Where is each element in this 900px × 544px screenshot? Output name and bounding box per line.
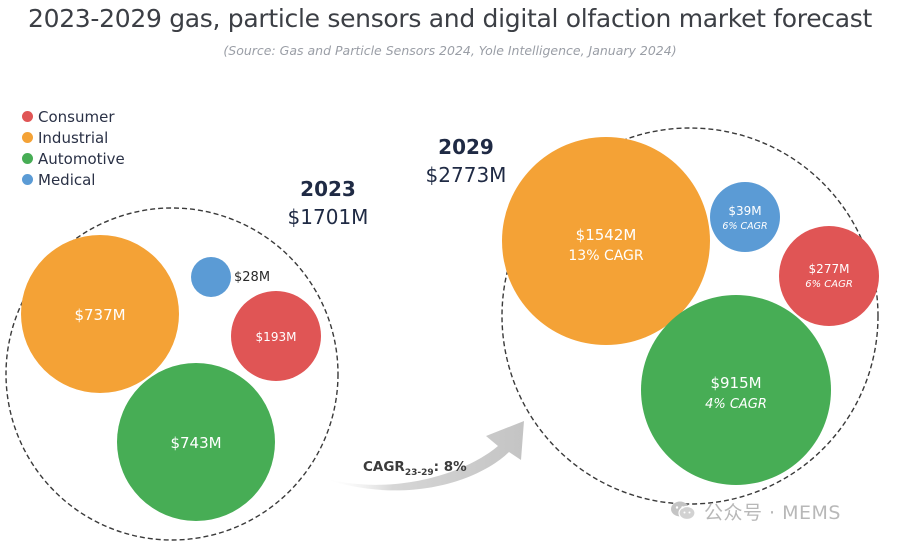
bubble-2029-medical <box>710 182 780 252</box>
cagr-label: CAGR23-29: 8% <box>363 459 467 478</box>
year-label-2023: 2023 <box>300 177 356 201</box>
bubble-2023-medical <box>191 257 231 297</box>
legend-swatch-automotive <box>22 153 33 164</box>
group-outline-2023 <box>5 207 339 541</box>
bubble-2023-industrial <box>21 235 179 393</box>
legend-item-medical: Medical <box>22 169 125 190</box>
bubble-label-2029-automotive: $915M <box>710 374 761 392</box>
legend-label-industrial: Industrial <box>38 128 109 147</box>
bubble-cagr-2029-industrial: 13% CAGR <box>568 248 644 264</box>
total-label-2029: $2773M <box>426 163 507 187</box>
bubble-2023-automotive <box>117 363 275 521</box>
legend-swatch-industrial <box>22 132 33 143</box>
wechat-icon <box>671 501 696 521</box>
cagr-prefix: CAGR <box>363 459 405 475</box>
legend-label-medical: Medical <box>38 170 96 189</box>
bubble-label-2029-medical: $39M <box>728 204 761 218</box>
year-label-2029: 2029 <box>438 135 494 159</box>
legend-label-automotive: Automotive <box>38 149 125 168</box>
group-outline-2029 <box>501 127 879 505</box>
legend-swatch-consumer <box>22 111 33 122</box>
bubble-label-2023-medical: $28M <box>234 270 270 285</box>
watermark: 公众号 · MEMS <box>670 496 841 526</box>
bubble-cagr-2029-consumer: 6% CAGR <box>805 279 853 290</box>
legend-item-automotive: Automotive <box>22 148 125 169</box>
watermark-text: 公众号 · MEMS <box>704 501 841 524</box>
bubble-label-2023-automotive: $743M <box>170 434 221 452</box>
bubble-cagr-2029-automotive: 4% CAGR <box>705 397 767 412</box>
bubble-2023-consumer <box>231 291 321 381</box>
chart-subtitle: (Source: Gas and Particle Sensors 2024, … <box>223 43 677 58</box>
bubble-label-2029-industrial: $1542M <box>576 226 637 244</box>
cagr-value: : 8% <box>434 459 467 475</box>
legend-item-industrial: Industrial <box>22 127 125 148</box>
bubble-cagr-2029-medical: 6% CAGR <box>722 221 767 232</box>
bubble-label-2023-industrial: $737M <box>74 306 125 324</box>
total-label-2023: $1701M <box>288 205 369 229</box>
bubble-2029-industrial <box>502 137 710 345</box>
bubble-2029-consumer <box>779 226 879 326</box>
legend-label-consumer: Consumer <box>38 107 115 126</box>
bubble-2029-automotive <box>641 295 831 485</box>
chart-title: 2023-2029 gas, particle sensors and digi… <box>27 4 872 33</box>
legend-item-consumer: Consumer <box>22 106 125 127</box>
growth-arrow <box>322 421 524 491</box>
bubble-label-2023-consumer: $193M <box>256 330 297 344</box>
legend-swatch-medical <box>22 174 33 185</box>
bubble-label-2029-consumer: $277M <box>809 262 850 276</box>
legend: Consumer Industrial Automotive Medical <box>22 106 125 190</box>
cagr-subscript: 23-29 <box>405 468 434 478</box>
